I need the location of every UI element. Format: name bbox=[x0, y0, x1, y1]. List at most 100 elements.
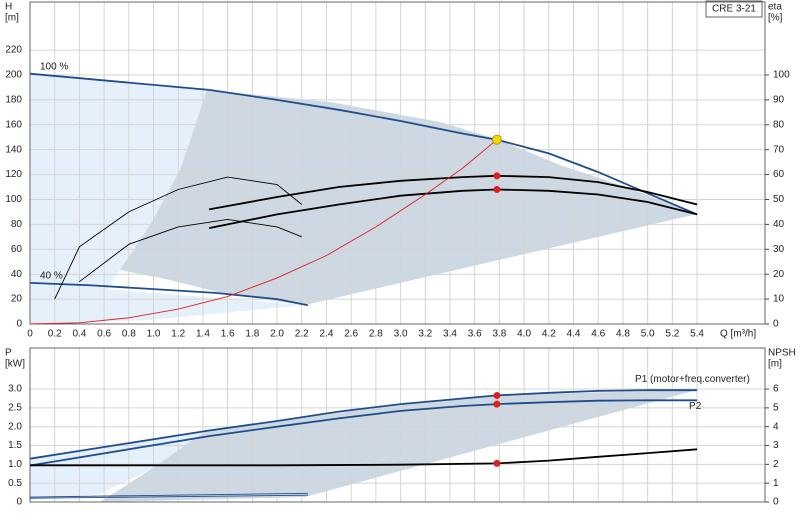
y-axis-label: P bbox=[5, 348, 12, 359]
x-tick-label: 1.6 bbox=[221, 329, 235, 340]
series-line bbox=[208, 188, 698, 229]
y2-tick-label: 0 bbox=[773, 319, 779, 330]
x-tick-label: 5.0 bbox=[641, 329, 655, 340]
y-tick-label: 180 bbox=[5, 95, 22, 106]
y2-tick-label: 4 bbox=[773, 421, 779, 432]
x-tick-label: 0 bbox=[27, 329, 33, 340]
series-label: P2 bbox=[689, 401, 702, 412]
series-line bbox=[208, 174, 698, 211]
y-tick-label: 2.5 bbox=[8, 403, 22, 414]
x-tick-label: 0.4 bbox=[72, 329, 86, 340]
x-tick-label: 3.8 bbox=[492, 329, 506, 340]
y2-tick-label: 60 bbox=[773, 169, 785, 180]
y2-tick-label: 10 bbox=[773, 294, 785, 305]
range-light-lower bbox=[30, 283, 305, 324]
x-tick-label: 2.6 bbox=[344, 329, 358, 340]
y2-axis-unit: [m] bbox=[768, 359, 782, 370]
x-tick-label: 3.0 bbox=[394, 329, 408, 340]
series-line bbox=[29, 492, 308, 498]
y2-axis-label: eta bbox=[768, 2, 782, 13]
series-line bbox=[29, 494, 308, 499]
series-line bbox=[54, 176, 303, 300]
x-tick-label: 5.4 bbox=[690, 329, 704, 340]
y-tick-label: 0 bbox=[16, 497, 22, 508]
y-tick-label: 40 bbox=[11, 269, 23, 280]
x-tick-label: 4.8 bbox=[616, 329, 630, 340]
series-label: 100 % bbox=[40, 61, 68, 72]
x-tick-label: 3.4 bbox=[443, 329, 457, 340]
y2-tick-label: 2 bbox=[773, 459, 779, 470]
chart-title: CRE 3-21 bbox=[712, 4, 756, 15]
x-tick-label: 2.8 bbox=[369, 329, 383, 340]
plot-frame bbox=[29, 1, 766, 325]
series-line bbox=[29, 399, 698, 467]
x-tick-label: 1.0 bbox=[147, 329, 161, 340]
series-label: P1 (motor+freq.converter) bbox=[635, 374, 750, 385]
x-axis-label: Q [m³/h] bbox=[720, 329, 756, 340]
x-tick-label: 0.2 bbox=[48, 329, 62, 340]
title-box bbox=[705, 0, 763, 18]
y2-axis-unit: [%] bbox=[768, 13, 783, 24]
y2-tick-label: 100 bbox=[773, 70, 790, 81]
x-tick-label: 4.4 bbox=[567, 329, 581, 340]
y-tick-label: 220 bbox=[5, 45, 22, 56]
y2-tick-label: 80 bbox=[773, 119, 785, 130]
y2-axis-label: NPSH bbox=[768, 348, 796, 359]
y-axis-unit: [kW] bbox=[5, 359, 25, 370]
marker bbox=[493, 459, 501, 467]
y-tick-label: 1.0 bbox=[8, 459, 22, 470]
x-tick-label: 0.6 bbox=[97, 329, 111, 340]
y2-tick-label: 6 bbox=[773, 384, 779, 395]
x-tick-label: 1.2 bbox=[171, 329, 185, 340]
y-tick-label: 120 bbox=[5, 169, 22, 180]
y2-tick-label: 3 bbox=[773, 440, 779, 451]
series-line bbox=[29, 389, 698, 460]
x-tick-label: 3.2 bbox=[418, 329, 432, 340]
y-tick-label: 3.0 bbox=[8, 384, 22, 395]
y2-tick-label: 0 bbox=[773, 497, 779, 508]
x-tick-label: 4.6 bbox=[591, 329, 605, 340]
x-tick-label: 1.8 bbox=[245, 329, 259, 340]
x-tick-label: 1.4 bbox=[196, 329, 210, 340]
x-tick-label: 4.0 bbox=[517, 329, 531, 340]
marker bbox=[493, 172, 501, 180]
y2-tick-label: 70 bbox=[773, 144, 785, 155]
y2-tick-label: 40 bbox=[773, 219, 785, 230]
y-tick-label: 2.0 bbox=[8, 421, 22, 432]
x-tick-label: 2.2 bbox=[295, 329, 309, 340]
y2-tick-label: 90 bbox=[773, 95, 785, 106]
y2-tick-label: 30 bbox=[773, 244, 785, 255]
series-line bbox=[29, 282, 309, 307]
x-tick-label: 5.2 bbox=[665, 329, 679, 340]
y-tick-label: 160 bbox=[5, 119, 22, 130]
y-tick-label: 200 bbox=[5, 70, 22, 81]
y2-tick-label: 50 bbox=[773, 194, 785, 205]
y-tick-label: 80 bbox=[11, 219, 23, 230]
y-axis-label: H bbox=[5, 2, 12, 13]
y-tick-label: 60 bbox=[11, 244, 23, 255]
series-label: 40 % bbox=[40, 271, 63, 282]
marker bbox=[491, 134, 502, 145]
y-tick-label: 140 bbox=[5, 144, 22, 155]
y-axis-unit: [m] bbox=[5, 13, 19, 24]
y2-tick-label: 5 bbox=[773, 403, 779, 414]
y2-tick-label: 20 bbox=[773, 269, 785, 280]
plot-frame bbox=[29, 347, 766, 503]
marker bbox=[493, 186, 501, 194]
y-tick-label: 0.5 bbox=[8, 478, 22, 489]
operating-range bbox=[120, 90, 697, 305]
x-tick-label: 2.4 bbox=[320, 329, 334, 340]
x-tick-label: 0.8 bbox=[122, 329, 136, 340]
y-tick-label: 20 bbox=[11, 294, 23, 305]
series-line bbox=[29, 139, 498, 325]
marker bbox=[493, 391, 501, 399]
series-line bbox=[79, 218, 302, 283]
y-tick-label: 100 bbox=[5, 194, 22, 205]
y-tick-label: 1.5 bbox=[8, 440, 22, 451]
x-tick-label: 2.0 bbox=[270, 329, 284, 340]
y2-tick-label: 1 bbox=[773, 478, 779, 489]
y-tick-label: 0 bbox=[16, 319, 22, 330]
marker bbox=[493, 400, 501, 408]
x-tick-label: 3.6 bbox=[468, 329, 482, 340]
